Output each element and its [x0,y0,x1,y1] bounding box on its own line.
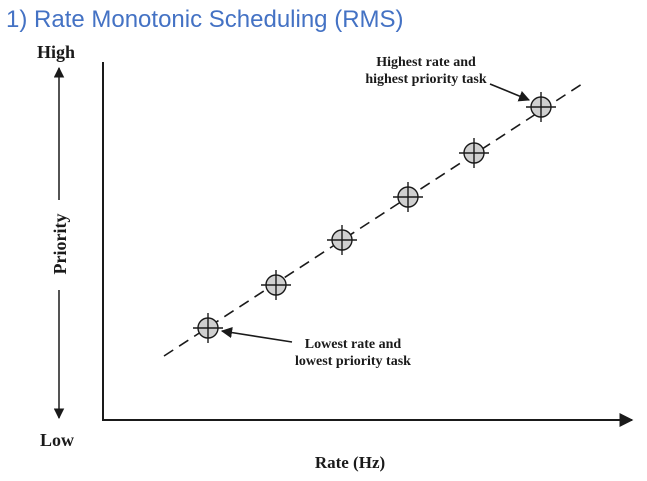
task-marker-3 [327,225,357,255]
priority-trend-line [163,83,583,357]
annotation-highest-line-1: Highest rate and [376,55,476,70]
task-marker-6 [526,92,556,122]
annotation-highest-line-2: highest priority task [365,72,487,87]
y-top-label: High [37,42,75,62]
annotation-lowest-arrow [220,327,293,343]
task-marker-2 [261,270,291,300]
annotation-lowest-line-2: lowest priority task [295,354,411,369]
task-marker-1 [193,313,223,343]
y-axis-label: Priority [50,214,70,275]
y-bottom-label: Low [40,430,74,450]
slide-title: 1) Rate Monotonic Scheduling (RMS) [6,6,404,33]
x-axis-label: Rate (Hz) [315,453,385,472]
annotation-lowest-line-1: Lowest rate and [305,337,402,352]
task-marker-4 [393,182,423,212]
annotation-highest-arrow [489,83,531,102]
task-marker-5 [459,138,489,168]
